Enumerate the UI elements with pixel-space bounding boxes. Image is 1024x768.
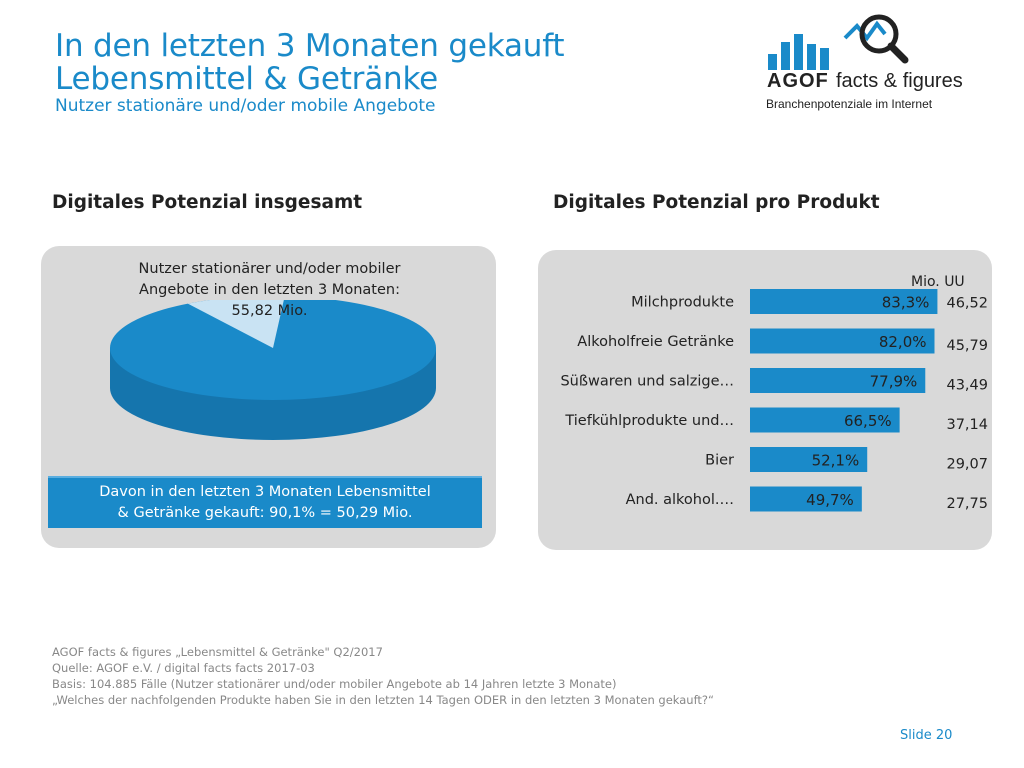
page-title: In den letzten 3 Monaten gekauft Lebensm… — [55, 28, 565, 117]
bar-chart: Mio. UU Milchprodukte 83,3% 46,52 Alkoholfr… — [560, 274, 988, 512]
right-section-title: Digitales Potenzial pro Produkt — [553, 192, 880, 213]
bar — [750, 486, 862, 512]
bar-category-label: Süßwaren und salzige… — [560, 374, 734, 390]
title-line-1: In den letzten 3 Monaten gekauft — [55, 28, 565, 64]
bar-value-label: 52,1% — [812, 452, 860, 470]
bar-category-label: Alkoholfreie Getränke — [577, 334, 734, 350]
pie-label: Nutzer stationärer und/oder mobiler Ange… — [92, 259, 447, 322]
subtitle: Nutzer stationäre und/oder mobile Angebo… — [55, 96, 436, 116]
bar-category-label: Milchprodukte — [631, 295, 734, 311]
bar — [750, 407, 900, 433]
bar — [750, 289, 938, 314]
pie-label-line-3: 55,82 Mio. — [231, 303, 308, 319]
logo-tagline: Branchenpotenziale im Internet — [766, 97, 933, 111]
bar — [750, 328, 935, 354]
bar-uu-label: 27,75 — [946, 496, 988, 512]
footer-line-4: „Welches der nachfolgenden Produkte habe… — [52, 693, 714, 707]
bar-value-label: 77,9% — [870, 373, 918, 391]
unit-label: Mio. UU — [911, 274, 965, 290]
bar-category-label: Tiefkühlprodukte und… — [564, 413, 734, 429]
info-box: Davon in den letzten 3 Monaten Lebensmit… — [48, 476, 482, 528]
bar-value-label: 82,0% — [879, 333, 927, 351]
bar-uu-label: 37,14 — [946, 417, 988, 433]
bar-category-label: And. alkohol.… — [626, 492, 734, 508]
pie-slice-not-purchased — [187, 300, 284, 348]
bar-value-label: 49,7% — [806, 491, 854, 509]
left-section-title: Digitales Potenzial insgesamt — [52, 192, 363, 213]
bar-uu-label: 29,07 — [946, 457, 988, 473]
logo-agof: AGOF — [767, 70, 829, 92]
pie-top — [110, 300, 436, 400]
bar — [750, 368, 926, 393]
bar-category-label: Bier — [705, 453, 734, 469]
info-box-line-1: Davon in den letzten 3 Monaten Lebensmit… — [99, 484, 431, 500]
pie-chart — [110, 300, 436, 440]
footer-line-2: Quelle: AGOF e.V. / digital facts facts … — [52, 661, 315, 675]
bar — [750, 447, 868, 472]
footer-line-1: AGOF facts & figures „Lebensmittel & Get… — [52, 645, 383, 659]
bar-uu-label: 45,79 — [946, 338, 988, 354]
bar-uu-label: 43,49 — [946, 378, 988, 394]
bar-value-label: 66,5% — [844, 412, 892, 430]
info-box-line-2: & Getränke gekauft: 90,1% = 50,29 Mio. — [117, 505, 413, 521]
bar-chart-magnifier-icon — [768, 14, 909, 70]
pie-label-line-1: Nutzer stationärer und/oder mobiler — [138, 261, 401, 277]
slide-number: Slide 20 — [900, 728, 953, 743]
bar-value-label: 83,3% — [882, 294, 930, 312]
footer-line-3: Basis: 104.885 Fälle (Nutzer stationärer… — [52, 677, 617, 691]
footer: AGOF facts & figures „Lebensmittel & Get… — [52, 644, 714, 708]
bar-uu-label: 46,52 — [946, 296, 988, 312]
pie-label-line-2: Angebote in den letzten 3 Monaten: — [139, 282, 400, 298]
logo-facts-figures: facts & figures — [836, 70, 963, 92]
agof-logo: AGOF facts & figures Branchenpotenziale … — [765, 12, 965, 112]
title-line-2: Lebensmittel & Getränke — [55, 61, 438, 97]
